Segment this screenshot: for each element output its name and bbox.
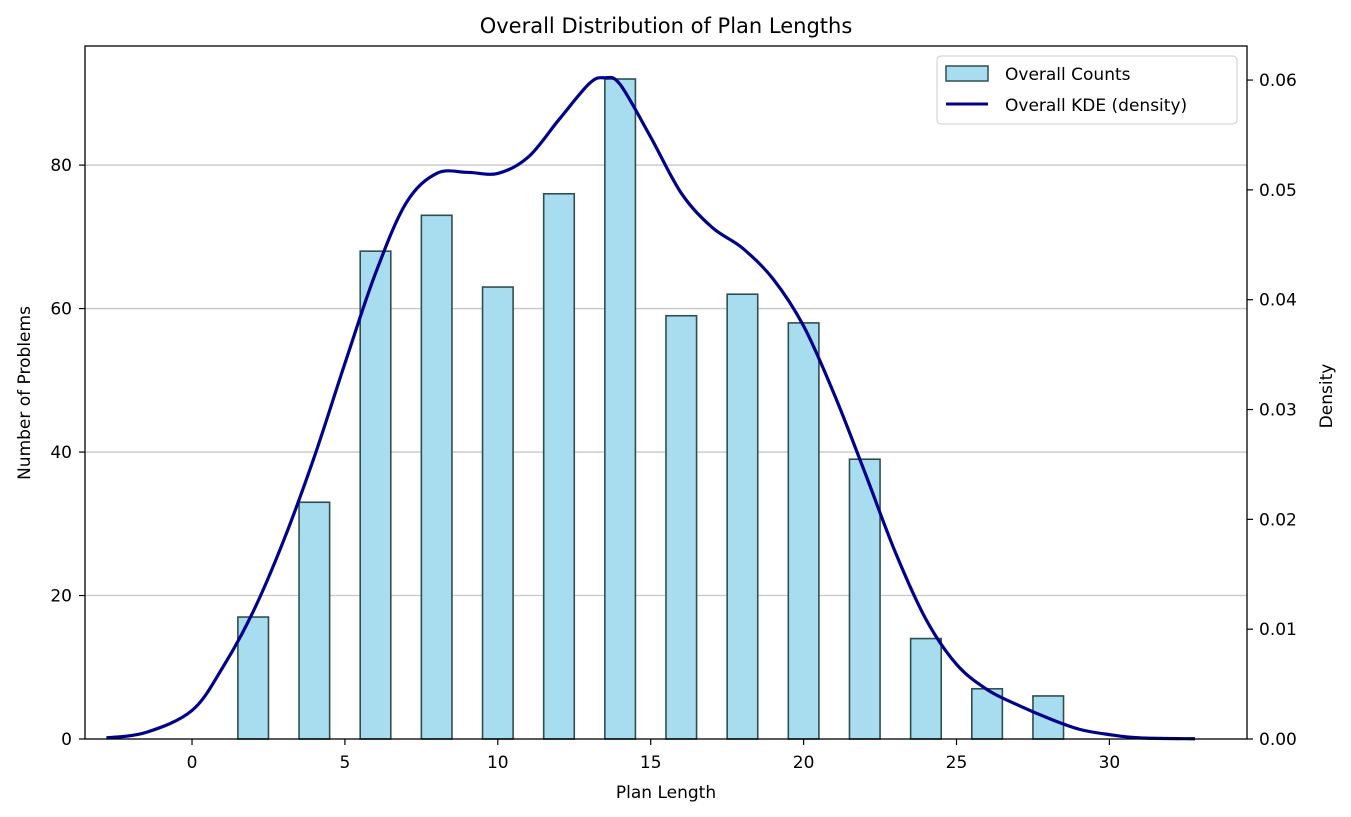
- x-tick-label: 10: [487, 753, 509, 773]
- y2-tick-label: 0.01: [1259, 620, 1297, 640]
- y-axis-left: 0 20 40 60 80: [50, 156, 85, 750]
- legend-box: [936, 55, 1238, 125]
- y-tick-label: 60: [50, 300, 72, 320]
- x-tick-label: 20: [793, 753, 815, 773]
- legend-label-kde: Overall KDE (density): [1005, 96, 1187, 116]
- kde-series: [106, 75, 1196, 741]
- x-tick-label: 30: [1099, 753, 1121, 773]
- bar-series: [237, 78, 1065, 740]
- x-tick-label: 25: [946, 753, 968, 773]
- y-tick-label: 80: [50, 156, 72, 176]
- y2-tick-label: 0.05: [1259, 181, 1297, 201]
- chart-title: Overall Distribution of Plan Lengths: [480, 14, 853, 38]
- x-tick-label: 0: [187, 753, 198, 773]
- y-axis-title: Number of Problems: [15, 306, 35, 480]
- legend: Overall Counts Overall KDE (density): [936, 55, 1238, 125]
- y2-tick-label: 0.06: [1259, 71, 1297, 91]
- bar: [298, 501, 331, 740]
- bar: [726, 293, 759, 740]
- y2-tick-label: 0.04: [1259, 291, 1297, 311]
- y-tick-label: 20: [50, 587, 72, 607]
- x-tick-label: 15: [640, 753, 662, 773]
- bar: [359, 250, 392, 740]
- y-axis-right: 0.00 0.01 0.02 0.03 0.04 0.05 0.06: [1247, 71, 1297, 750]
- legend-label-counts: Overall Counts: [1005, 65, 1131, 85]
- y2-axis-title: Density: [1317, 364, 1337, 429]
- x-tick-label: 5: [340, 753, 351, 773]
- bar: [542, 192, 576, 740]
- bar: [481, 286, 514, 740]
- x-axis: 0 5 10 15 20 25 30: [187, 739, 1121, 773]
- kde-line: [106, 75, 1196, 741]
- bar: [665, 314, 698, 740]
- bar: [787, 322, 820, 740]
- y-tick-label: 0: [61, 730, 72, 750]
- bar: [909, 637, 943, 740]
- bar: [848, 458, 881, 740]
- y2-tick-label: 0.00: [1259, 730, 1297, 750]
- legend-swatch-counts: [945, 65, 989, 82]
- bar: [604, 78, 637, 740]
- bar: [420, 214, 453, 740]
- plot-frame: [84, 45, 1248, 740]
- y-tick-label: 40: [50, 443, 72, 463]
- y2-tick-label: 0.03: [1259, 401, 1297, 421]
- x-axis-title: Plan Length: [616, 783, 716, 803]
- y2-tick-label: 0.02: [1259, 510, 1297, 530]
